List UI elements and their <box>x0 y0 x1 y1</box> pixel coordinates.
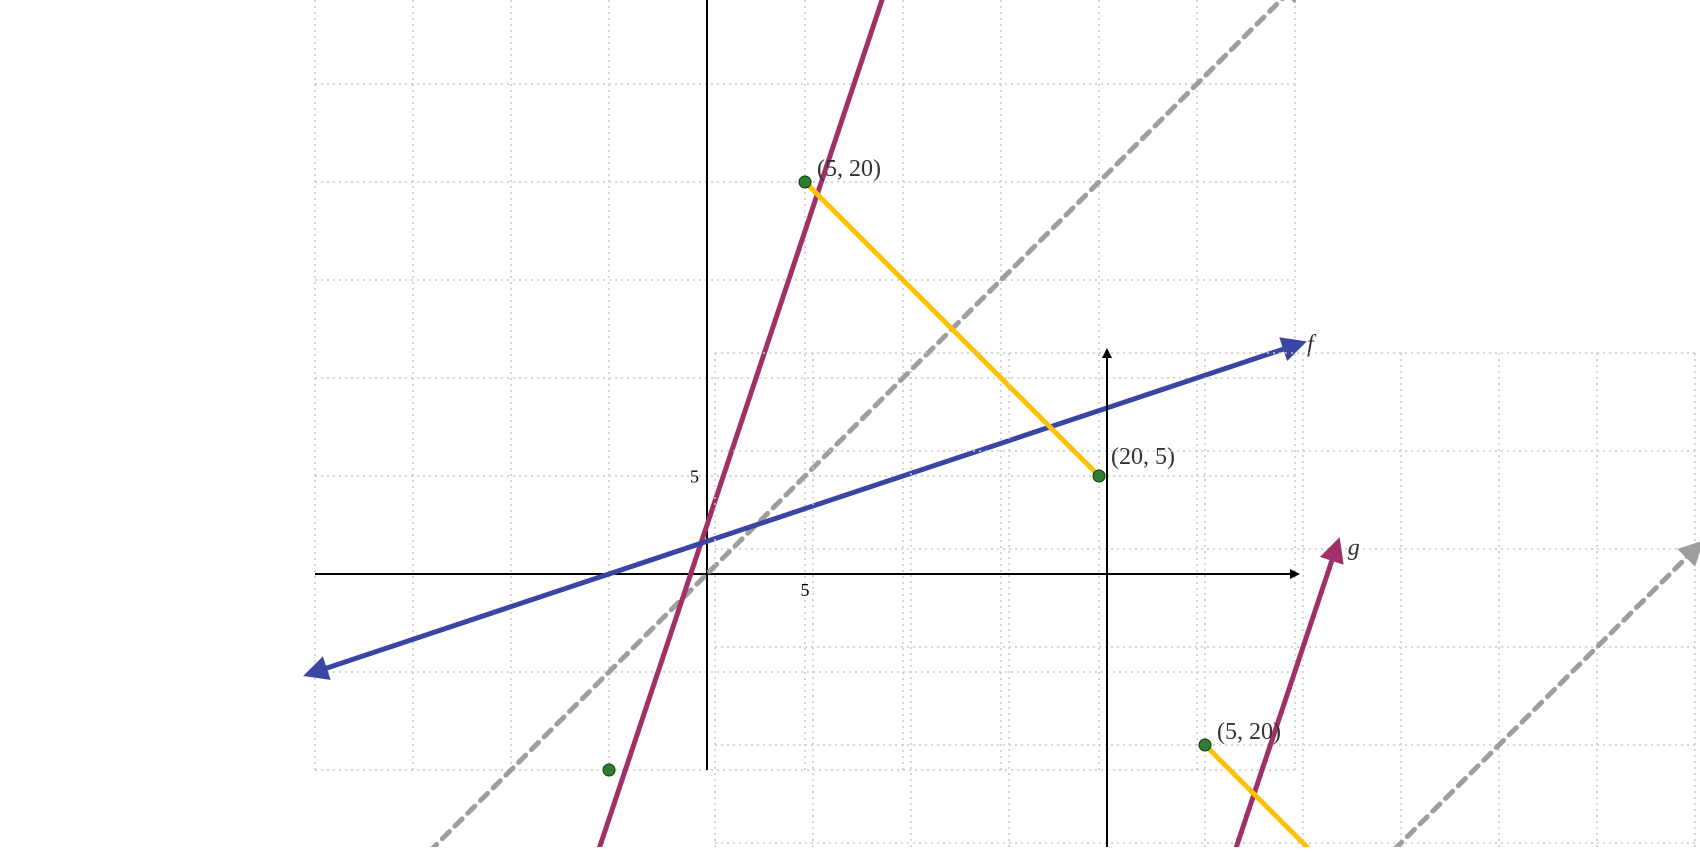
line-label-g: g <box>1348 535 1360 561</box>
data-point <box>603 764 615 776</box>
data-point <box>799 176 811 188</box>
line-g <box>560 0 952 847</box>
x-tick-label: 5 <box>801 580 810 600</box>
data-point <box>1199 739 1211 751</box>
point-label: (5, 20) <box>817 156 881 182</box>
point-label: (5, 20) <box>1217 719 1281 745</box>
grid <box>315 0 1295 770</box>
line-f <box>315 345 1295 672</box>
data-point <box>1093 470 1105 482</box>
plot_b: 55y = xgf(5, 20)(20, 5) <box>715 353 1700 847</box>
plot_a: 55y = xgf(5, 20)(20, 5) <box>315 0 1357 847</box>
line-reflection_segment <box>1205 745 1499 847</box>
point-label: (20, 5) <box>1111 444 1175 470</box>
grid <box>715 353 1695 847</box>
chart-stage: 55y = xgf(5, 20)(20, 5)55y = xgf(5, 20)(… <box>0 0 1700 847</box>
y-tick-label: 5 <box>690 466 699 486</box>
